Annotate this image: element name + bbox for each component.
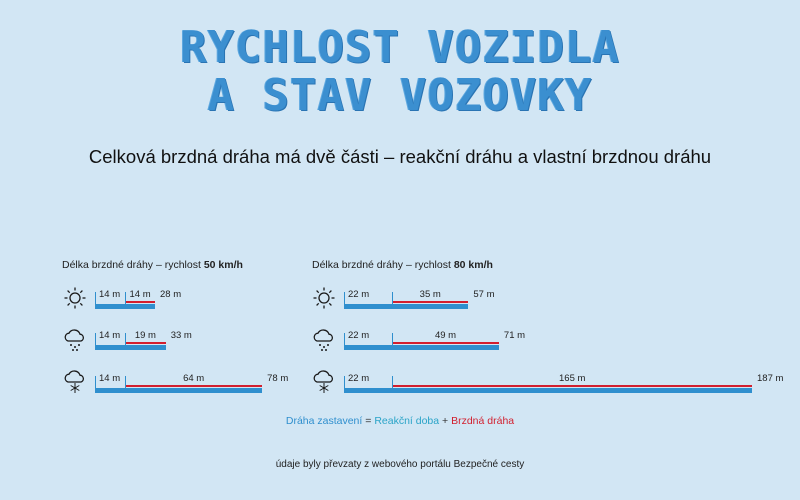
sun-icon [62, 285, 88, 311]
stopping-distance-bar [344, 304, 469, 309]
sun-icon [311, 285, 337, 311]
braking-distance-bar [125, 301, 155, 303]
bar-tick [125, 376, 126, 388]
bar-tick [392, 292, 393, 304]
braking-distance-label: 19 m [134, 330, 156, 341]
stopping-distance-bar [344, 388, 752, 393]
legend-reaction: Reakční doba [374, 415, 440, 427]
legend-braking: Brzdná dráha [451, 415, 515, 427]
reaction-distance-label: 22 m [348, 289, 370, 300]
panel-title-speed: 50 km/h [203, 259, 243, 271]
total-distance-label: 57 m [473, 289, 495, 300]
reaction-distance-label: 14 m [99, 330, 121, 341]
bar-tick [95, 292, 96, 304]
stopping-distance-bar [95, 304, 155, 309]
bar-tick [125, 333, 126, 345]
reaction-distance-label: 14 m [99, 373, 121, 384]
bar-tick [125, 292, 126, 304]
braking-distance-bar [392, 385, 752, 387]
bar-tick [392, 376, 393, 388]
source-note: údaje byly převzaty z webového portálu B… [275, 459, 525, 470]
bar-tick [344, 333, 345, 345]
braking-distance-label: 14 m [129, 289, 151, 300]
rain-icon [62, 326, 88, 352]
snow-icon [62, 368, 88, 394]
subtitle: Celková brzdná dráha má dvě části – reak… [88, 146, 712, 167]
total-distance-label: 78 m [267, 373, 289, 384]
braking-distance-bar [125, 385, 263, 387]
stopping-distance-bar [95, 388, 263, 393]
title-line-2: A STAV VOZOVKY [207, 70, 593, 121]
braking-distance-bar [392, 342, 499, 344]
reaction-distance-label: 14 m [99, 289, 121, 300]
total-distance-label: 28 m [160, 289, 182, 300]
reaction-distance-label: 22 m [348, 330, 370, 341]
braking-distance-label: 49 m [434, 330, 457, 341]
stopping-distance-bar [344, 345, 499, 350]
bar-tick [344, 376, 345, 388]
bar-tick [344, 292, 345, 304]
braking-distance-label: 64 m [183, 373, 205, 384]
bar-tick [392, 333, 393, 345]
reaction-distance-label: 22 m [348, 373, 370, 384]
panel-title-prefix: Délka brzdné dráhy – rychlost [62, 259, 201, 271]
legend-stop: Dráha zastavení [285, 415, 363, 427]
rain-icon [311, 326, 337, 352]
legend-plus: + [442, 415, 449, 427]
snow-icon [311, 368, 337, 394]
total-distance-label: 187 m [757, 373, 784, 384]
panel-title-speed: 80 km/h [453, 259, 493, 271]
total-distance-label: 71 m [503, 330, 526, 341]
panel-title-80: Délka brzdné dráhy – rychlost 80 km/h [312, 259, 493, 271]
braking-distance-label: 165 m [559, 373, 586, 384]
braking-distance-label: 35 m [419, 289, 441, 300]
braking-distance-bar [392, 301, 469, 303]
bar-tick [95, 333, 96, 345]
total-distance-label: 33 m [170, 330, 192, 341]
bar-tick [95, 376, 96, 388]
legend-equals: = [365, 415, 372, 427]
panel-title-50: Délka brzdné dráhy – rychlost 50 km/h [62, 259, 243, 271]
panel-title-prefix: Délka brzdné dráhy – rychlost [312, 259, 451, 271]
braking-distance-bar [125, 342, 166, 344]
title-line-1: RYCHLOST VOZIDLA [180, 22, 620, 73]
stopping-distance-bar [95, 345, 166, 350]
legend: Dráha zastavení = Reakční doba + Brzdná … [0, 415, 800, 427]
